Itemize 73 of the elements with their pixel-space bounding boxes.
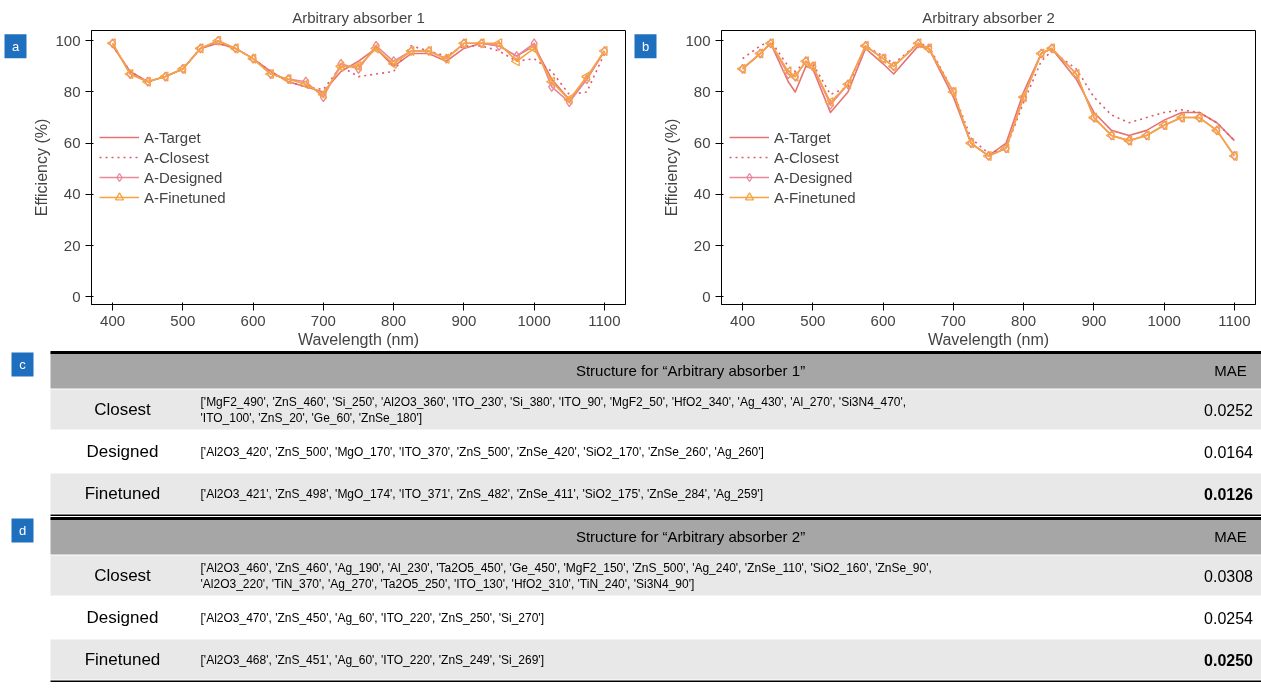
legend-label: A-Target — [144, 128, 201, 146]
text: Closest — [94, 566, 152, 585]
x-tick-label: 1000 — [1147, 311, 1181, 329]
legend-label: A-Designed — [144, 168, 223, 186]
text: Structure for “Arbitrary absorber 1” — [575, 362, 806, 379]
y-tick-label: 60 — [63, 134, 81, 152]
y-tick-label: 0 — [72, 287, 81, 305]
y-tick-label: 0 — [702, 287, 711, 305]
text: Finetuned — [84, 484, 161, 503]
point — [510, 56, 520, 67]
x-axis-title: Wavelength (nm) — [297, 330, 420, 348]
point — [528, 43, 538, 54]
text: c — [19, 357, 27, 372]
text: ['Al2O3_470', 'ZnS_450', 'Ag_60', 'ITO_220', 'ZnS_250', 'Si_270'] — [200, 610, 544, 625]
text: 0.0254 — [1204, 609, 1254, 627]
text: Designed — [86, 442, 159, 461]
x-tick-label: 1100 — [588, 311, 621, 329]
text: 0.0308 — [1204, 567, 1254, 585]
point — [545, 76, 555, 87]
text: MAE — [1214, 528, 1247, 545]
point — [530, 38, 538, 49]
x-tick-label: 400 — [100, 311, 126, 329]
y-tick-label: 40 — [693, 185, 711, 203]
text: a — [11, 38, 20, 54]
text: 0.0164 — [1204, 443, 1254, 461]
text: MAE — [1214, 362, 1247, 379]
chart-title: Arbitrary absorber 2 — [922, 8, 1055, 26]
y-tick-label: 20 — [693, 236, 711, 254]
x-tick-label: 600 — [240, 311, 266, 329]
text: ['Al2O3_421', 'ZnS_498', 'MgO_174', 'ITO_371', 'ZnS_482', 'ZnSe_411', 'SiO2_175', 'ZnSe_284', 'Ag_259'] — [200, 486, 763, 501]
x-tick-label: 400 — [730, 311, 756, 329]
x-tick-label: 500 — [170, 311, 196, 329]
x-tick-label: 800 — [1011, 311, 1037, 329]
y-tick-label: 20 — [63, 236, 81, 254]
y-axis-title: Efficiency (%) — [33, 118, 51, 217]
text: Structure for “Arbitrary absorber 2” — [575, 528, 806, 545]
x-tick-label: 600 — [870, 311, 896, 329]
text: d — [18, 523, 27, 538]
text: Designed — [86, 608, 159, 627]
y-tick-label: 60 — [693, 134, 711, 152]
legend-label: A-Designed — [774, 168, 853, 186]
x-tick-label: 500 — [800, 311, 826, 329]
text: Closest — [94, 400, 152, 419]
legend-label: A-Finetuned — [144, 188, 226, 206]
legend-label: A-Finetuned — [774, 188, 856, 206]
point — [548, 81, 556, 92]
y-tick-label: 80 — [63, 82, 81, 100]
text: b — [641, 38, 650, 54]
text: 0.0252 — [1204, 401, 1254, 419]
text: ['MgF2_490', 'ZnS_460', 'Si_250', 'Al2O3_360', 'ITO_230', 'Si_380', 'ITO_90', 'MgF2_50', 'HfO2_340', 'Ag_430', 'Al_270', 'Si3N4_470', 'ITO_100', 'ZnS_20', 'Ge_60', 'ZnSe_180'] — [200, 394, 907, 425]
text: Finetuned — [84, 650, 161, 669]
legend-label: A-Closest — [144, 148, 210, 166]
legend-label: A-Closest — [774, 148, 840, 166]
x-tick-label: 700 — [310, 311, 336, 329]
x-axis-title: Wavelength (nm) — [927, 330, 1050, 348]
chart-title: Arbitrary absorber 1 — [292, 8, 425, 26]
y-tick-label: 80 — [693, 82, 711, 100]
x-tick-label: 800 — [381, 311, 407, 329]
x-tick-label: 900 — [451, 311, 477, 329]
text: ['Al2O3_460', 'ZnS_460', 'Ag_190', 'Al_230', 'Ta2O5_450', 'Ge_450', 'MgF2_150', 'ZnS_500', 'Ag_240', 'ZnSe_110', 'SiO2_160', 'ZnSe_90', 'Al2O3_220', 'TiN_370', 'Ag_270', 'Ta2O5_250', 'ITO_130', 'HfO2_310', 'TiN_240', 'Si3N4_90'] — [200, 560, 932, 591]
y-axis-title: Efficiency (%) — [663, 118, 681, 217]
legend-label: A-Target — [774, 128, 831, 146]
y-tick-label: 100 — [55, 31, 81, 49]
y-tick-label: 40 — [63, 185, 81, 203]
x-tick-label: 700 — [940, 311, 966, 329]
text: ['Al2O3_468', 'ZnS_451', 'Ag_60', 'ITO_220', 'ZnS_249', 'Si_269'] — [200, 652, 544, 667]
text: 0.0126 — [1204, 485, 1254, 503]
x-tick-label: 900 — [1081, 311, 1107, 329]
x-tick-label: 1100 — [1218, 311, 1251, 329]
text: 0.0250 — [1204, 651, 1254, 669]
text: ['Al2O3_420', 'ZnS_500', 'MgO_170', 'ITO_370', 'ZnS_500', 'ZnSe_420', 'SiO2_170', 'ZnSe_260', 'Ag_260'] — [200, 444, 764, 459]
x-tick-label: 1000 — [517, 311, 551, 329]
y-tick-label: 100 — [685, 31, 711, 49]
